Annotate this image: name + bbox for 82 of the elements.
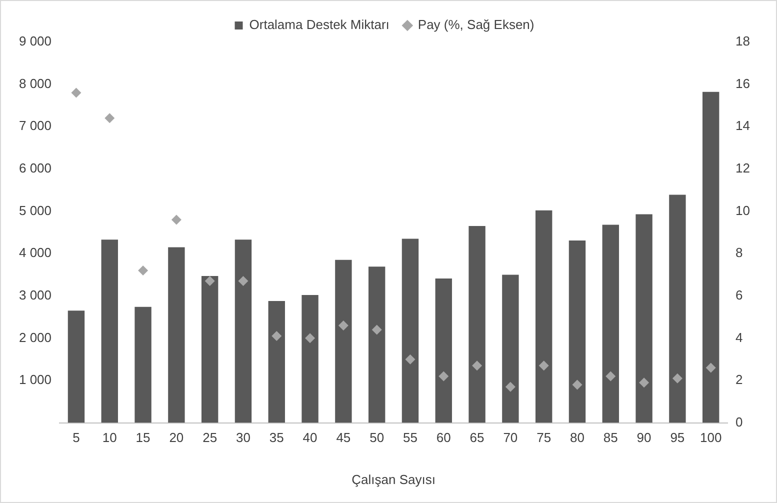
legend-label: Ortalama Destek Miktarı [249, 17, 390, 32]
point [238, 276, 248, 286]
y2-tick-label: 14 [736, 118, 750, 134]
y2-tick-label: 12 [736, 160, 750, 176]
point [272, 331, 282, 342]
x-tick-label: 80 [570, 430, 584, 446]
point [305, 333, 316, 344]
y-tick-label: 9 000 [18, 34, 52, 49]
point [104, 113, 115, 124]
x-tick-label: 5 [72, 430, 80, 446]
x-tick-label: 75 [536, 430, 552, 446]
bar [402, 238, 419, 423]
y-tick-label: 7 000 [18, 118, 52, 134]
point [706, 362, 716, 373]
bar [168, 247, 185, 423]
x-tick-label: 50 [370, 430, 384, 446]
y2-tick-label: 2 [736, 372, 743, 388]
point [71, 88, 82, 98]
x-tick-label: 55 [403, 430, 418, 446]
y-tick-label: 1 000 [18, 372, 52, 388]
bar [702, 92, 720, 423]
y-tick-label: 5 000 [18, 202, 52, 218]
point [672, 373, 682, 384]
x-tick-label: 85 [603, 430, 618, 446]
bar [435, 278, 452, 423]
x-tick-label: 100 [700, 430, 722, 446]
point [606, 371, 616, 382]
point [171, 214, 182, 225]
y2-tick-label: 10 [736, 202, 750, 218]
x-tick-label: 65 [470, 430, 484, 446]
y2-tick-label: 16 [736, 76, 750, 91]
bar [134, 306, 152, 423]
x-tick-label: 60 [436, 430, 451, 446]
x-tick-label: 90 [636, 430, 652, 446]
y-tick-label: 6 000 [18, 160, 52, 176]
x-axis-title: Çalışan Sayısı [352, 472, 436, 487]
y2-tick-label: 0 [736, 414, 743, 430]
bar [535, 210, 552, 423]
point [572, 380, 582, 390]
bar [502, 274, 519, 423]
point [338, 320, 348, 330]
bar [68, 310, 85, 423]
point [505, 382, 516, 392]
bar [101, 240, 118, 423]
point [138, 265, 148, 276]
point [538, 360, 549, 371]
bar [201, 276, 218, 423]
y-tick-label: 3 000 [18, 287, 52, 302]
y-tick-label: 8 000 [18, 76, 52, 91]
y2-tick-label: 4 [736, 330, 743, 345]
y2-tick-label: 6 [736, 287, 743, 302]
legend-label: Pay (%, Sağ Eksen) [418, 17, 534, 32]
bar [302, 295, 318, 423]
bar [468, 226, 486, 423]
x-tick-label: 40 [302, 430, 318, 446]
bar [368, 266, 386, 423]
bar [234, 240, 252, 423]
x-tick-label: 35 [269, 430, 284, 446]
x-tick-label: 95 [670, 430, 685, 446]
x-tick-label: 10 [102, 430, 117, 446]
bar [568, 240, 586, 423]
point [472, 360, 482, 371]
point [438, 371, 449, 382]
bar [669, 194, 686, 423]
point [204, 276, 215, 286]
x-tick-label: 45 [336, 430, 351, 446]
point [372, 324, 382, 335]
y-tick-label: 2 000 [18, 330, 52, 345]
y2-tick-label: 18 [736, 34, 750, 49]
bar [636, 214, 652, 423]
bar [268, 300, 285, 423]
y2-tick-label: 8 [736, 245, 743, 260]
bar [335, 260, 352, 423]
x-tick-label: 25 [202, 430, 218, 446]
x-tick-label: 30 [236, 430, 250, 446]
x-tick-label: 15 [136, 430, 150, 446]
point [405, 354, 416, 364]
y-tick-label: 4 000 [18, 245, 52, 260]
x-tick-label: 20 [169, 430, 184, 446]
x-tick-label: 70 [503, 430, 518, 446]
point [639, 378, 650, 388]
bar [602, 224, 619, 423]
